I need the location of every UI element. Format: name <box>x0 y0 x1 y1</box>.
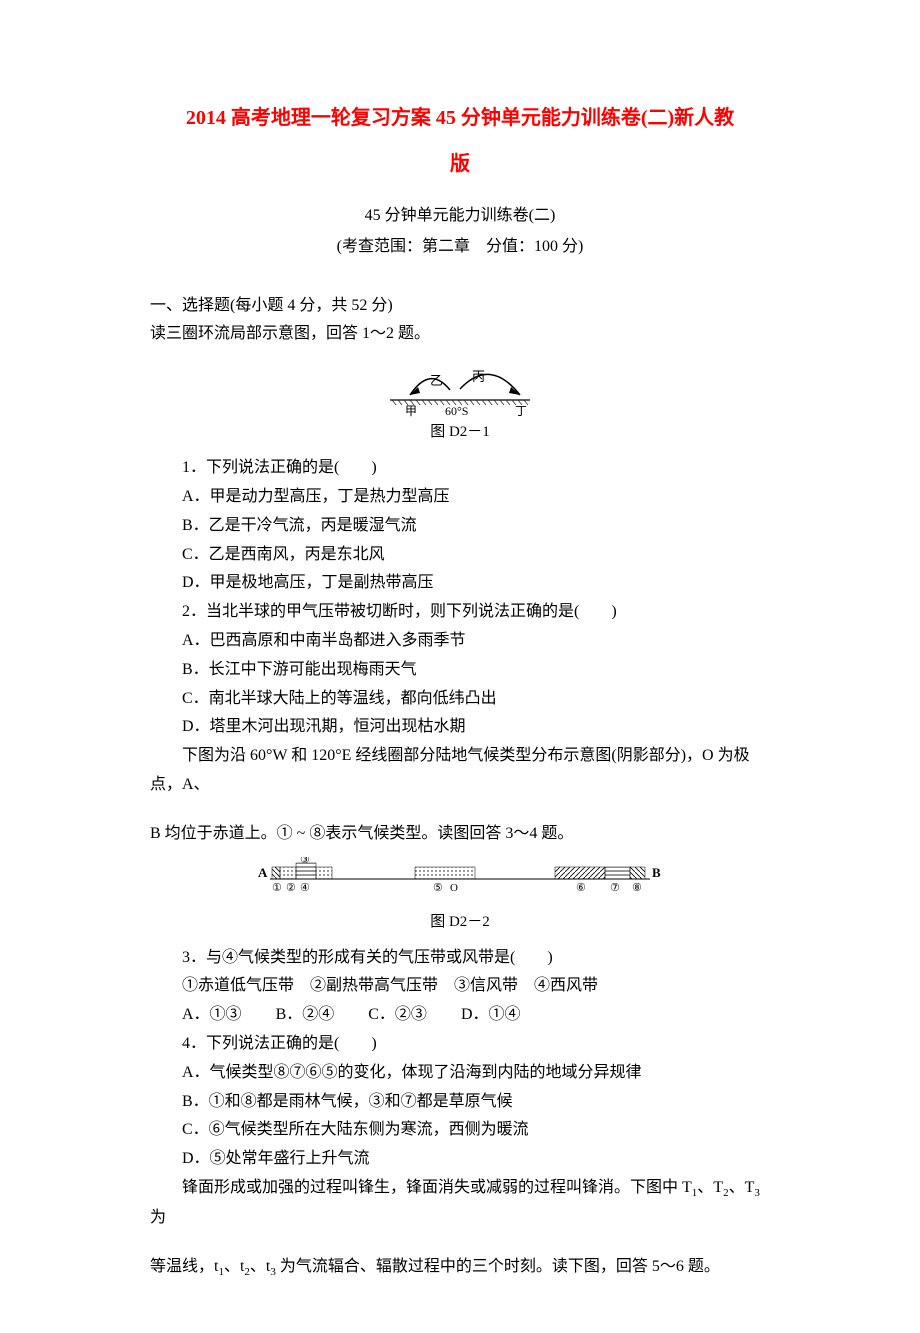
q4-opt-d: D．⑤处常年盛行上升气流 <box>150 1145 770 1174</box>
doc-scope: (考查范围：第二章 分值：100 分) <box>150 233 770 262</box>
intro3-text-c: 、T <box>729 1179 755 1196</box>
q3-stem: 3．与④气候类型的形成有关的气压带或风带是( ) <box>150 944 770 973</box>
q1-opt-a: A．甲是动力型高压，丁是热力型高压 <box>150 483 770 512</box>
q3-opt-b: B．②④ <box>276 1006 335 1023</box>
fig1-label-jia: 甲 <box>405 404 417 417</box>
q3-opt-d: D．①④ <box>461 1006 521 1023</box>
fig2-label-6: ⑥ <box>576 882 586 894</box>
intro3-text-2d: 为气流辐合、辐散过程中的三个时刻。读下图，回答 5～6 题。 <box>276 1258 720 1275</box>
intro3-sub3: 3 <box>754 1187 760 1199</box>
intro-q1-2: 读三圈环流局部示意图，回答 1～2 题。 <box>150 320 770 349</box>
intro-q3-4-line1: 下图为沿 60°W 和 120°E 经线圈部分陆地气候类型分布示意图(阴影部分)… <box>150 742 770 800</box>
fig1-label-ding: 丁 <box>515 404 527 417</box>
section-heading: 一、选择题(每小题 4 分，共 52 分) <box>150 292 770 321</box>
fig2-label-4: ④ <box>300 882 310 894</box>
doc-subtitle: 45 分钟单元能力训练卷(二) <box>150 202 770 231</box>
q4-opt-a: A．气候类型⑧⑦⑥⑤的变化，体现了沿海到内陆的地域分异规律 <box>150 1059 770 1088</box>
figure2-caption: 图 D2－2 <box>150 909 770 936</box>
q1-opt-c: C．乙是西南风，丙是东北风 <box>150 541 770 570</box>
fig2-label-o: O <box>450 882 458 894</box>
doc-title-line1: 2014 高考地理一轮复习方案 45 分钟单元能力训练卷(二)新人教 <box>150 100 770 136</box>
fig2-label-5: ⑤ <box>433 882 443 894</box>
fig1-label-yi: 乙 <box>430 373 443 388</box>
doc-title-line2: 版 <box>150 146 770 182</box>
fig2-label-b: B <box>652 865 661 880</box>
intro-q3-4-line2: B 均位于赤道上。① ~ ⑧表示气候类型。读图回答 3～4 题。 <box>150 820 770 849</box>
q2-opt-a: A．巴西高原和中南半岛都进入多雨季节 <box>150 627 770 656</box>
fig2-label-a: A <box>258 865 268 880</box>
q3-opts: ①赤道低气压带 ②副热带高气压带 ③信风带 ④西风带 <box>150 972 770 1001</box>
figure1-caption: 图 D2－1 <box>150 419 770 446</box>
intro3-text-2b: 、t <box>224 1258 244 1275</box>
q4-opt-c: C．⑥气候类型所在大陆东侧为寒流，西侧为暖流 <box>150 1116 770 1145</box>
q3-choices: A．①③ B．②④ C．②③ D．①④ <box>150 1001 770 1030</box>
fig2-label-1: ① <box>272 882 282 894</box>
intro-q5-6-line1: 锋面形成或加强的过程叫锋生，锋面消失或减弱的过程叫锋消。下图中 T1、T2、T3… <box>150 1174 770 1233</box>
q4-opt-b: B．①和⑧都是雨林气候，③和⑦都是草原气候 <box>150 1088 770 1117</box>
q2-stem: 2．当北半球的甲气压带被切断时，则下列说法正确的是( ) <box>150 598 770 627</box>
fig2-label-7: ⑦ <box>610 882 620 894</box>
figure-d2-2: A B ① ② ④ ③ ⑤ O ⑥ ⑦ ⑧ 图 D2－2 <box>150 857 770 936</box>
intro-q5-6-line2: 等温线，t1、t2、t3 为气流辐合、辐散过程中的三个时刻。读下图，回答 5～6… <box>150 1253 770 1283</box>
intro3-text-2c: 、t <box>250 1258 270 1275</box>
q3-opt-a: A．①③ <box>182 1006 242 1023</box>
q4-stem: 4．下列说法正确的是( ) <box>150 1030 770 1059</box>
q2-opt-c: C．南北半球大陆上的等温线，都向低纬凸出 <box>150 685 770 714</box>
q3-opt-c: C．②③ <box>368 1006 427 1023</box>
fig2-label-8: ⑧ <box>632 882 642 894</box>
q1-stem: 1．下列说法正确的是( ) <box>150 454 770 483</box>
intro3-text-2a: 等温线，t <box>150 1258 218 1275</box>
fig1-label-center: 60°S <box>445 404 468 417</box>
intro3-text-d: 为 <box>150 1209 166 1226</box>
figure-d2-1: 乙 丙 甲 60°S 丁 图 D2－1 <box>150 357 770 446</box>
q2-opt-d: D．塔里木河出现汛期，恒河出现枯水期 <box>150 713 770 742</box>
fig2-label-3: ③ <box>300 857 310 866</box>
intro3-text-b: 、T <box>697 1179 723 1196</box>
fig1-label-bing: 丙 <box>472 369 485 384</box>
fig2-label-2: ② <box>286 882 296 894</box>
intro3-text-a: 锋面形成或加强的过程叫锋生，锋面消失或减弱的过程叫锋消。下图中 T <box>182 1179 692 1196</box>
q1-opt-b: B．乙是干冷气流，丙是暖湿气流 <box>150 512 770 541</box>
q1-opt-d: D．甲是极地高压，丁是副热带高压 <box>150 569 770 598</box>
q2-opt-b: B．长江中下游可能出现梅雨天气 <box>150 656 770 685</box>
